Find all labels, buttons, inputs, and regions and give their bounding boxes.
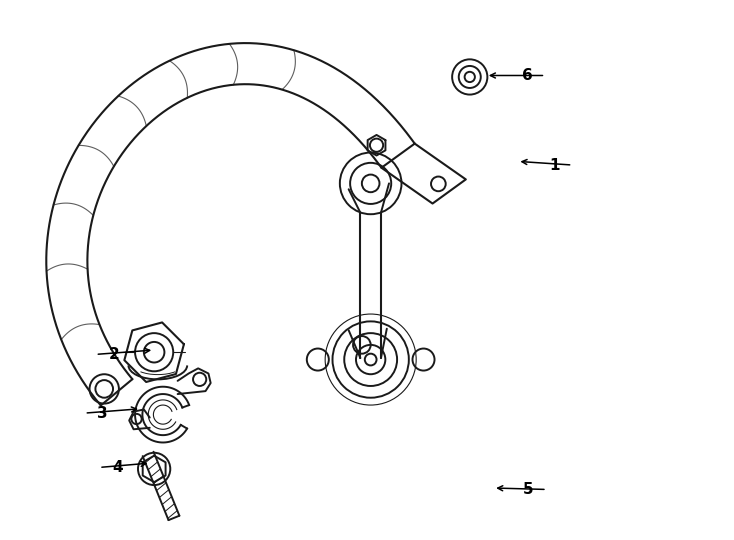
Text: 2: 2 (109, 347, 119, 362)
Text: 5: 5 (523, 482, 534, 497)
Text: 6: 6 (522, 68, 532, 83)
Text: 1: 1 (549, 158, 559, 173)
Text: 4: 4 (112, 460, 123, 475)
Text: 3: 3 (98, 406, 108, 421)
